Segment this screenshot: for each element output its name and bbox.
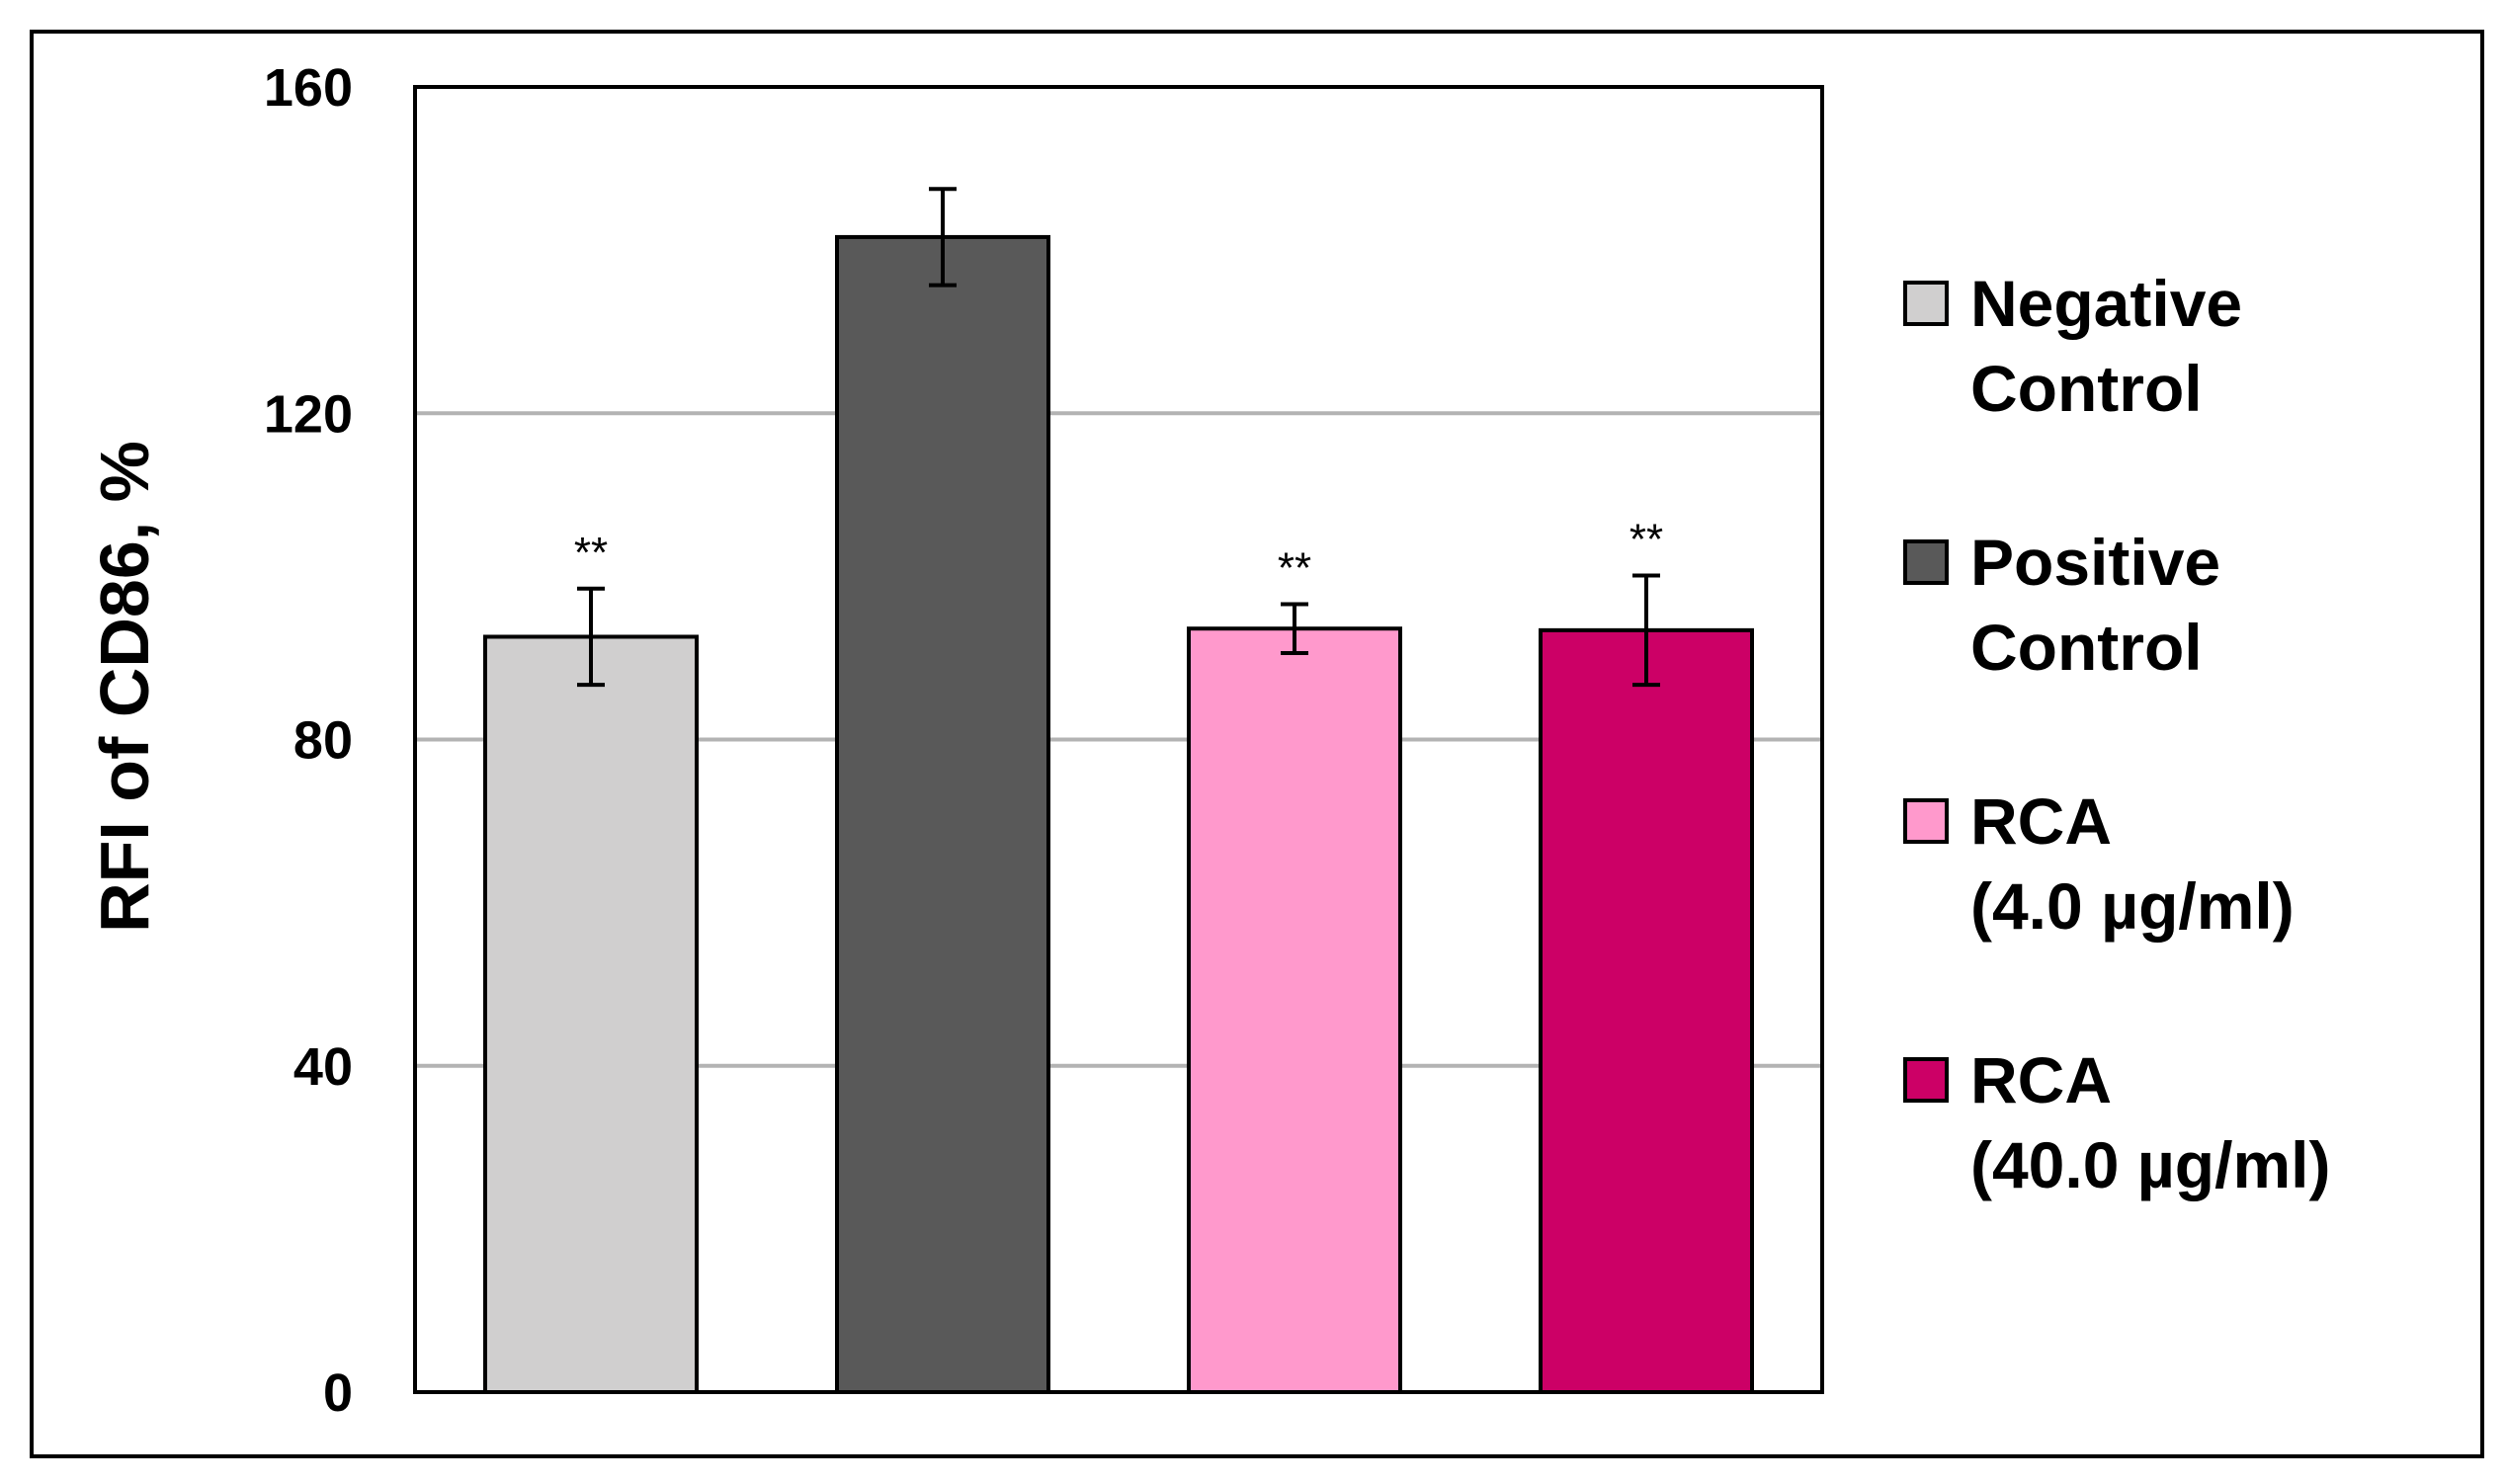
legend-label-line2: Control <box>1970 611 2203 684</box>
legend-swatch <box>1903 281 1949 326</box>
y-tick-label: 120 <box>264 384 353 444</box>
legend-label-line1: RCA <box>1970 784 2112 858</box>
significance-labels: ** ** ** <box>574 516 1663 593</box>
y-tick-label: 80 <box>293 711 353 771</box>
legend-label-line2: (40.0 µg/ml) <box>1970 1128 2330 1201</box>
legend-label-line1: Negative <box>1970 267 2242 340</box>
bars <box>483 234 1754 1394</box>
y-tick-label: 160 <box>264 58 353 118</box>
significance-label: ** <box>1629 516 1663 564</box>
y-tick-label: 0 <box>323 1363 353 1423</box>
error-bars <box>577 187 1660 688</box>
y-axis-ticks: 0 40 80 120 160 <box>264 58 353 1423</box>
significance-label: ** <box>574 529 608 577</box>
legend-label-line1: RCA <box>1970 1043 2112 1116</box>
legend-swatch <box>1903 539 1949 585</box>
bar <box>835 234 1050 1394</box>
legend-label-line2: Control <box>1970 352 2203 425</box>
legend-swatch <box>1903 1057 1949 1103</box>
plot-area-border <box>413 85 1824 1394</box>
y-axis-label: RFI of CD86, % <box>86 441 163 933</box>
legend-swatch <box>1903 798 1949 844</box>
bar <box>483 634 699 1394</box>
legend-label-line1: Positive <box>1970 526 2220 599</box>
bar <box>1539 627 1754 1394</box>
significance-label: ** <box>1278 543 1311 592</box>
legend-label-line2: (4.0 µg/ml) <box>1970 869 2295 943</box>
legend: Negative Control Positive Control RCA (4.0 µg… <box>1903 267 2330 1201</box>
y-tick-label: 40 <box>293 1037 353 1097</box>
bar <box>1187 626 1402 1394</box>
